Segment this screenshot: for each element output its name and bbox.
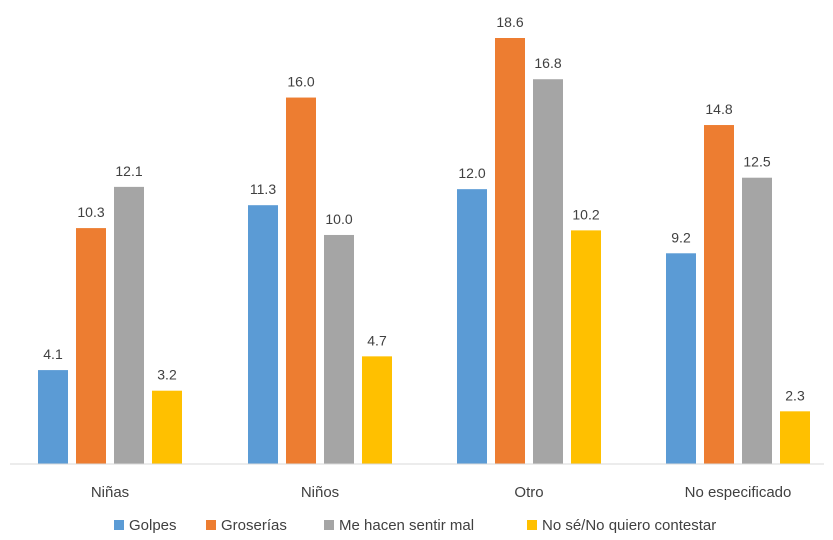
category-label-0: Niñas xyxy=(91,484,129,501)
value-label-1-3: 4.7 xyxy=(367,332,387,348)
value-label-2-0: 12.0 xyxy=(458,165,485,181)
legend-swatch-1 xyxy=(206,520,216,530)
value-label-1-2: 10.0 xyxy=(325,211,352,227)
bar-3-2 xyxy=(742,177,772,465)
bars-group xyxy=(38,38,810,465)
bar-3-1 xyxy=(704,125,734,464)
bar-0-1 xyxy=(76,228,106,464)
bar-1-1 xyxy=(286,97,316,464)
bar-2-3 xyxy=(571,230,601,464)
value-label-0-0: 4.1 xyxy=(43,346,63,362)
bar-3-3 xyxy=(780,411,810,464)
value-label-2-3: 10.2 xyxy=(572,206,599,222)
bar-2-1 xyxy=(495,38,525,464)
bar-1-3 xyxy=(362,356,392,464)
legend-label-2: Me hacen sentir mal xyxy=(339,517,474,534)
bar-2-2 xyxy=(533,79,563,465)
value-label-3-3: 2.3 xyxy=(785,387,805,403)
legend-label-0: Golpes xyxy=(129,517,177,534)
legend-swatch-0 xyxy=(114,520,124,530)
value-label-1-0: 11.3 xyxy=(250,181,276,197)
bar-1-2 xyxy=(324,234,354,464)
bar-0-3 xyxy=(152,390,182,464)
bar-0-0 xyxy=(38,370,68,464)
value-labels-group: 4.1 10.3 12.1 3.2 11.3 16.0 10.0 4.7 12.0 18.6 16.… xyxy=(43,14,805,403)
bar-3-0 xyxy=(666,253,696,464)
legend-swatch-2 xyxy=(324,520,334,530)
category-label-1: Niños xyxy=(301,484,339,501)
value-label-2-1: 18.6 xyxy=(496,14,523,30)
value-label-1-1: 16.0 xyxy=(287,74,314,90)
value-label-0-2: 12.1 xyxy=(115,163,142,179)
category-label-3: No especificado xyxy=(685,484,792,501)
legend-label-1: Groserías xyxy=(221,517,287,534)
value-label-0-3: 3.2 xyxy=(157,367,177,383)
category-labels-group: Niñas Niños Otro No especificado xyxy=(91,484,792,501)
bar-0-2 xyxy=(114,186,144,464)
value-label-3-2: 12.5 xyxy=(743,154,770,170)
legend-label-3: No sé/No quiero contestar xyxy=(542,517,716,534)
bar-2-0 xyxy=(457,189,487,464)
value-label-0-1: 10.3 xyxy=(77,204,104,220)
value-label-2-2: 16.8 xyxy=(534,55,561,71)
legend: Golpes Groserías Me hacen sentir mal No sé/… xyxy=(114,517,716,534)
value-label-3-0: 9.2 xyxy=(671,229,691,245)
legend-swatch-3 xyxy=(527,520,537,530)
value-label-3-1: 14.8 xyxy=(705,101,732,117)
bar-1-0 xyxy=(248,205,278,464)
category-label-2: Otro xyxy=(514,484,543,501)
